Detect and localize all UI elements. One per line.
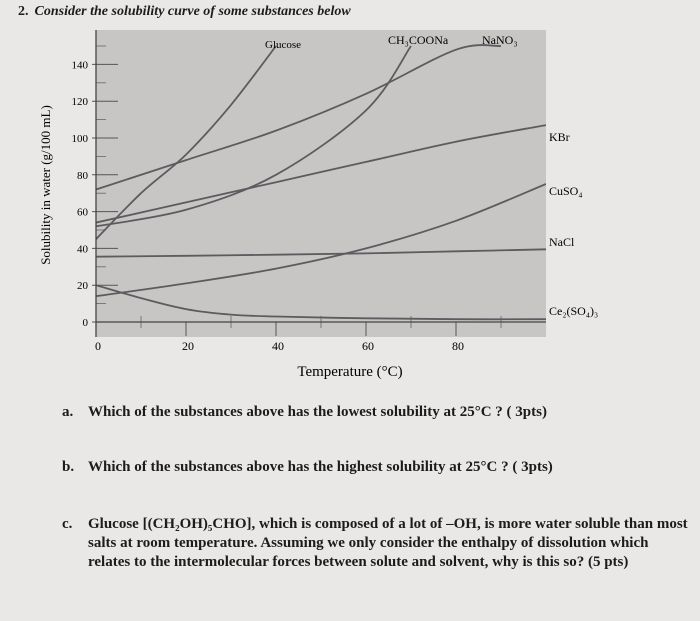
y-tick-label: 20 (77, 280, 89, 292)
x-tick-label: 20 (182, 339, 194, 353)
item-b-label: b. (62, 459, 75, 475)
question-number: 2. (18, 4, 29, 19)
item-a-text: Which of the substances above has the lo… (88, 404, 547, 420)
x-tick-label: 60 (362, 339, 374, 353)
y-tick-label: 140 (72, 59, 89, 71)
item-a-label: a. (62, 404, 74, 420)
item-c-text: Glucose [(CH₂OH)₅CHO], which is composed… (88, 516, 688, 570)
solubility-chart: 0 20 40 60 80 100 120 140 0 20 40 60 80 Temperature … (38, 30, 598, 380)
series-line-ch3coona (96, 45, 412, 228)
curve-label-nano3: NaNO₃ (482, 33, 518, 47)
curve-label-ce2so43: Ce₂(SO₄)₃ (549, 304, 598, 318)
y-axis-label: Solubility in water (g/100 mL) (38, 105, 53, 265)
question-item-a: a. Which of the substances above has the… (62, 403, 547, 422)
item-b-text: Which of the substances above has the hi… (88, 459, 553, 475)
y-tick-label: 80 (77, 170, 89, 182)
series-line-kbr (96, 124, 546, 224)
series-line-nano3 (96, 44, 502, 191)
y-tick-label: 120 (72, 96, 89, 108)
series-line-cuso4 (96, 183, 546, 298)
question-text: Consider the solubility curve of some su… (34, 4, 351, 19)
series-line-glucose (96, 45, 277, 240)
x-axis-label: Temperature (°C) (297, 364, 402, 380)
question-title: 2. Consider the solubility curve of some … (18, 4, 351, 20)
curve-label-cuso4: CuSO₄ (549, 184, 583, 198)
plot-background (96, 30, 546, 337)
x-tick-label: 80 (452, 339, 464, 353)
question-item-c: c. Glucose [(CH₂OH)₅CHO], which is compo… (62, 515, 694, 572)
question-item-b: b. Which of the substances above has the… (62, 458, 553, 477)
y-tick-label: 0 (83, 317, 89, 329)
series-line-ce2-so4-3 (96, 284, 546, 321)
curve-label-kbr: KBr (549, 130, 570, 144)
item-c-label: c. (62, 516, 73, 532)
curve-label-nacl: NaCl (549, 235, 575, 249)
series-line-nacl (96, 248, 546, 258)
x-tick-label: 40 (272, 339, 284, 353)
x-tick-label: 0 (95, 339, 101, 353)
curve-label-glucose: Glucose (265, 39, 301, 51)
y-tick-label: 40 (77, 243, 89, 255)
y-tick-label: 100 (72, 133, 89, 145)
y-tick-label: 60 (77, 207, 89, 219)
curve-label-ch3coona: CH₃COONa (388, 33, 449, 47)
